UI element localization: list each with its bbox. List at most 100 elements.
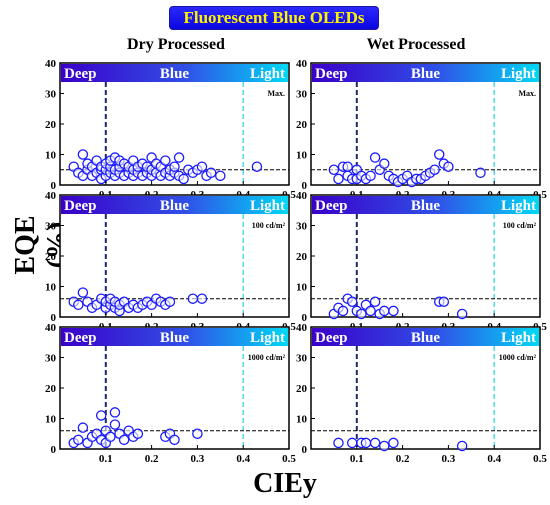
data-point <box>109 407 121 418</box>
data-point <box>95 410 107 421</box>
panel-annotation: Max. <box>518 89 536 98</box>
data-point <box>328 164 340 175</box>
y-tick-label: 40 <box>296 190 308 202</box>
x-tick-label: 0.5 <box>533 453 547 465</box>
y-tick-label: 10 <box>45 414 57 426</box>
band-label-blue: Blue <box>411 330 441 346</box>
y-tick-label: 10 <box>45 150 57 162</box>
y-tick-label: 40 <box>45 190 57 202</box>
data-point <box>433 149 445 160</box>
data-point <box>438 296 450 307</box>
data-point <box>369 437 381 449</box>
data-point <box>388 437 399 449</box>
data-point <box>169 434 180 446</box>
data-point <box>77 422 89 433</box>
y-tick-label: 10 <box>296 282 308 294</box>
y-tick-label: 0 <box>51 444 57 456</box>
data-point <box>388 305 399 317</box>
band-label-deep: Deep <box>64 198 97 214</box>
data-point <box>173 152 185 163</box>
y-tick-label: 30 <box>296 221 308 233</box>
y-tick-label: 10 <box>296 150 308 162</box>
y-tick-label: 10 <box>296 414 308 426</box>
figure-banner: Fluorescent Blue OLEDs <box>169 6 379 30</box>
data-point <box>109 419 121 430</box>
y-tick-label: 0 <box>51 180 57 192</box>
data-point <box>215 170 226 182</box>
x-tick-label: 0.1 <box>350 453 364 465</box>
band-label-light: Light <box>250 198 285 214</box>
band-label-deep: Deep <box>64 66 97 82</box>
data-point <box>196 161 208 172</box>
y-tick-label: 30 <box>45 221 57 233</box>
data-point <box>178 173 189 185</box>
band-label-deep: Deep <box>64 330 97 346</box>
data-point <box>187 293 199 304</box>
x-axis-label: CIEy <box>253 468 317 499</box>
panel-annotation: 1000 cd/m² <box>248 353 286 362</box>
color-band <box>61 328 288 346</box>
y-tick-label: 40 <box>45 322 57 334</box>
y-tick-label: 20 <box>45 383 57 395</box>
x-tick-label: 0.1 <box>99 453 113 465</box>
data-point <box>369 296 381 307</box>
data-point <box>77 287 89 298</box>
data-point <box>443 161 454 172</box>
y-tick-label: 0 <box>302 312 308 324</box>
data-point <box>73 434 84 446</box>
panel-dry-max: DeepBlueLightMax.0102030400.10.20.30.40.… <box>45 58 296 201</box>
color-band <box>61 196 288 214</box>
band-label-blue: Blue <box>160 66 190 82</box>
data-point <box>196 293 208 304</box>
band-label-light: Light <box>250 330 285 346</box>
x-tick-label: 0.2 <box>396 453 410 465</box>
band-label-light: Light <box>501 330 536 346</box>
y-tick-label: 30 <box>45 353 57 365</box>
data-point <box>429 164 440 175</box>
band-label-deep: Deep <box>315 330 348 346</box>
band-label-blue: Blue <box>160 330 190 346</box>
panel-wet-max: DeepBlueLightMax.0102030400.10.20.30.40.… <box>296 58 547 201</box>
data-point <box>456 308 468 320</box>
data-point <box>333 437 344 449</box>
panel-annotation: 100 cd/m² <box>503 221 537 230</box>
plot-frame <box>59 326 290 450</box>
band-label-blue: Blue <box>411 198 441 214</box>
panel-dry-1000: Deep Blue Light 1000 cd/m² 0 10 20 30 40 0.1 0.2 0.… <box>45 322 296 465</box>
data-point <box>333 173 344 185</box>
band-label-blue: Blue <box>160 198 190 214</box>
data-point <box>356 308 367 320</box>
panel-wet-1000: Deep Blue Light 1000 cd/m² 0 10 20 30 40 0.1 0.2 0.… <box>296 322 547 465</box>
data-point <box>132 428 144 439</box>
color-band <box>312 64 539 82</box>
color-band <box>312 196 539 214</box>
y-tick-label: 0 <box>302 444 308 456</box>
x-tick-label: 0.3 <box>442 453 456 465</box>
band-label-deep: Deep <box>315 198 348 214</box>
x-tick-label: 0.5 <box>282 453 296 465</box>
color-band <box>312 328 539 346</box>
data-point <box>346 296 358 307</box>
band-label-blue: Blue <box>411 66 441 82</box>
y-tick-label: 20 <box>45 119 57 131</box>
y-tick-label: 20 <box>296 251 308 263</box>
y-tick-label: 20 <box>45 251 57 263</box>
data-point <box>342 161 353 172</box>
y-tick-label: 40 <box>45 58 57 70</box>
data-point <box>73 299 84 311</box>
y-tick-label: 30 <box>296 89 308 101</box>
y-tick-label: 20 <box>296 119 308 131</box>
data-point <box>337 305 349 317</box>
x-tick-label: 0.2 <box>145 453 159 465</box>
data-point <box>118 434 130 446</box>
column-title-wet: Wet Processed <box>366 36 466 53</box>
y-tick-label: 10 <box>45 282 57 294</box>
x-tick-label: 0.3 <box>191 453 205 465</box>
panel-annotation: Max. <box>267 89 285 98</box>
y-tick-label: 30 <box>45 89 57 101</box>
panel-annotation: 100 cd/m² <box>252 221 286 230</box>
data-point <box>456 440 468 452</box>
x-tick-label: 0.4 <box>487 453 501 465</box>
y-tick-label: 40 <box>296 322 308 334</box>
